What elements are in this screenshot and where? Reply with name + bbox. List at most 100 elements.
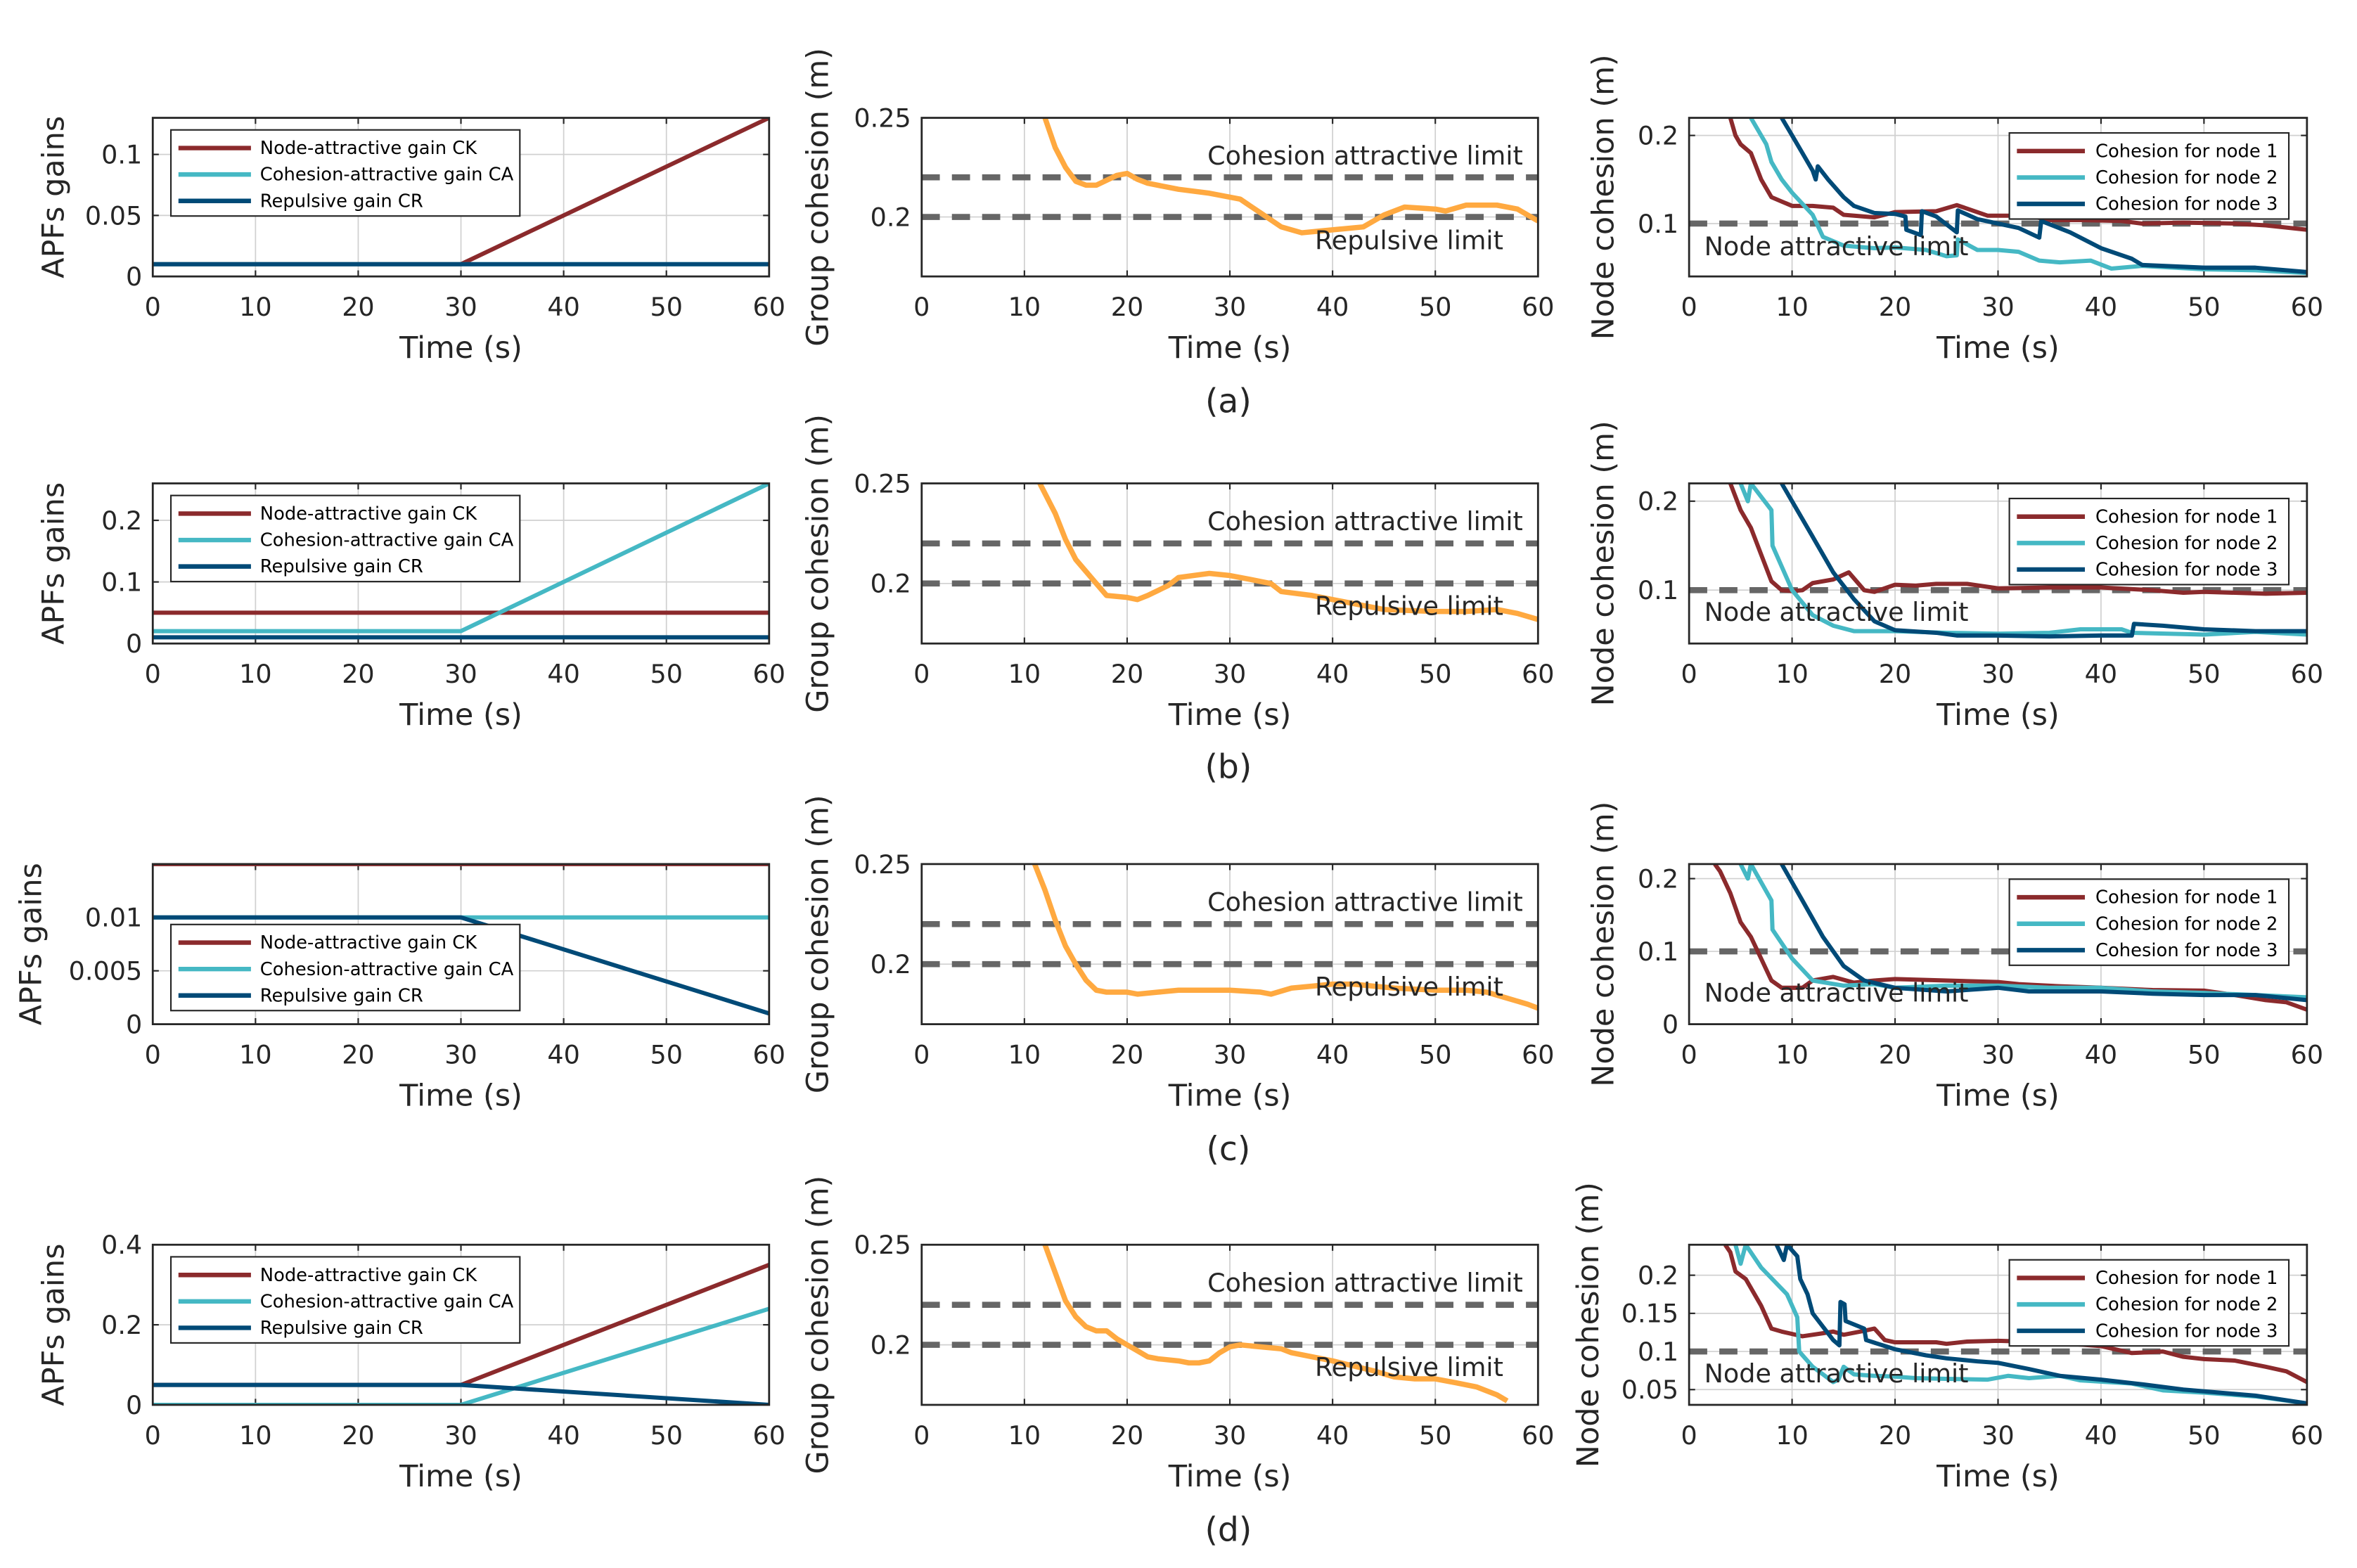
subplot-0-2: 0 10 20 30 40 50 60 0.1 0.2 Node attractive limit… bbox=[1586, 54, 2323, 366]
axes-frame bbox=[1688, 117, 2308, 278]
subplot-2-1: 0 10 20 30 40 50 60 0.2 0.25 Cohesion attractive … bbox=[801, 795, 1555, 1113]
x-tick-label: 30 bbox=[1214, 1420, 1246, 1451]
axes-frame bbox=[920, 863, 1539, 1025]
legend: Cohesion for node 1 Cohesion for node 2 Co… bbox=[2008, 878, 2290, 966]
x-tick-label: 50 bbox=[2188, 1039, 2220, 1069]
x-tick-label: 0 bbox=[1681, 1039, 1697, 1069]
x-tick-label: 0 bbox=[913, 659, 930, 689]
x-tick-label: 50 bbox=[2188, 659, 2220, 689]
axes-frame bbox=[1688, 1243, 2308, 1406]
legend-entry: Cohesion for node 2 bbox=[2095, 1294, 2278, 1316]
legend-entry: Cohesion for node 1 bbox=[2095, 506, 2278, 527]
series-line-3 bbox=[1780, 483, 2307, 639]
x-tick-label: 10 bbox=[1775, 1420, 1808, 1451]
x-tick-label: 10 bbox=[1008, 1420, 1041, 1451]
subplot-0-0: 0 10 20 30 40 50 60 0 0.05 0.1 Node-attractive gai… bbox=[37, 116, 786, 366]
series-line-2 bbox=[153, 483, 769, 634]
x-tick-label: 50 bbox=[2188, 292, 2220, 322]
x-tick-label: 60 bbox=[2291, 292, 2323, 322]
series-line-1 bbox=[1037, 483, 1539, 622]
x-tick-label: 40 bbox=[1316, 1420, 1349, 1451]
reference-line-label: Cohesion attractive limit bbox=[1207, 506, 1523, 536]
subplot-3-0: 0 10 20 30 40 50 60 0 0.2 0.4 Node-attractive gain… bbox=[37, 1230, 786, 1494]
axes-frame bbox=[1688, 863, 2308, 1025]
x-tick-label: 10 bbox=[239, 1420, 271, 1451]
y-tick-label: 0.2 bbox=[871, 1330, 911, 1360]
series-line-3 bbox=[153, 1382, 769, 1405]
x-tick-label: 20 bbox=[1879, 1039, 1911, 1069]
x-tick-label: 10 bbox=[239, 1039, 271, 1069]
x-tick-label: 50 bbox=[650, 292, 682, 322]
legend-entry: Cohesion for node 3 bbox=[2095, 1320, 2278, 1342]
x-tick-label: 0 bbox=[145, 1420, 161, 1451]
y-tick-label: 0.005 bbox=[69, 956, 143, 987]
x-tick-label: 20 bbox=[342, 1039, 374, 1069]
legend-entry: Cohesion for node 2 bbox=[2095, 913, 2278, 934]
series-line-3 bbox=[153, 915, 769, 1016]
y-tick-label: 0.1 bbox=[101, 567, 142, 598]
axes-frame bbox=[151, 117, 771, 278]
legend-entry: Cohesion for node 2 bbox=[2095, 167, 2278, 188]
x-tick-label: 60 bbox=[1522, 1420, 1554, 1451]
panel-caption: (d) bbox=[1205, 1510, 1252, 1549]
reference-line-label: Node attractive limit bbox=[1704, 1358, 1969, 1389]
y-tick-label: 0.2 bbox=[871, 949, 911, 979]
series-line-1 bbox=[1728, 483, 2307, 596]
x-tick-label: 0 bbox=[1681, 659, 1697, 689]
axes-frame bbox=[151, 863, 771, 1025]
legend: Node-attractive gain CK Cohesion-attracti… bbox=[169, 923, 521, 1012]
legend-entry: Node-attractive gain CK bbox=[260, 503, 477, 525]
x-tick-label: 60 bbox=[753, 1420, 785, 1451]
reference-line-label: Node attractive limit bbox=[1704, 231, 1969, 262]
legend-entry: Node-attractive gain CK bbox=[260, 1265, 477, 1286]
y-axis-label: APFs gains bbox=[37, 482, 72, 645]
captions: (a) (b) (c) (d) bbox=[1205, 383, 1252, 1550]
x-tick-label: 40 bbox=[2085, 1420, 2117, 1451]
y-axis-label: Node cohesion (m) bbox=[1586, 420, 1621, 706]
x-tick-label: 30 bbox=[1214, 659, 1246, 689]
axes-frame bbox=[151, 1243, 771, 1406]
subplot-2-2: 0 10 20 30 40 50 60 0 0.1 0.2 Node attractive limi… bbox=[1586, 802, 2323, 1114]
series-line-2 bbox=[153, 1306, 769, 1405]
x-axis-label: Time (s) bbox=[399, 698, 522, 733]
x-tick-label: 20 bbox=[1111, 1039, 1143, 1069]
y-tick-label: 0.15 bbox=[1621, 1299, 1678, 1329]
x-tick-label: 40 bbox=[1316, 659, 1349, 689]
x-tick-label: 40 bbox=[1316, 292, 1349, 322]
reference-line-label: Repulsive limit bbox=[1315, 1352, 1503, 1382]
x-axis-label: Time (s) bbox=[1168, 1459, 1292, 1494]
x-axis-label: Time (s) bbox=[399, 330, 522, 366]
x-tick-label: 0 bbox=[913, 1039, 930, 1069]
x-axis-label: Time (s) bbox=[399, 1459, 522, 1494]
x-tick-label: 60 bbox=[1522, 292, 1554, 322]
x-tick-label: 20 bbox=[1879, 292, 1911, 322]
x-tick-label: 10 bbox=[239, 292, 271, 322]
legend-entry: Cohesion for node 1 bbox=[2095, 141, 2278, 162]
y-axis-label: Node cohesion (m) bbox=[1571, 1182, 1606, 1467]
y-tick-label: 0.1 bbox=[101, 140, 142, 170]
legend-entry: Cohesion-attractive gain CA bbox=[260, 530, 514, 551]
x-tick-label: 60 bbox=[753, 659, 785, 689]
y-axis-label: Group cohesion (m) bbox=[801, 795, 836, 1093]
legend-entry: Node-attractive gain CK bbox=[260, 932, 477, 953]
x-tick-label: 10 bbox=[1775, 659, 1808, 689]
x-tick-label: 30 bbox=[1982, 1420, 2014, 1451]
x-tick-label: 30 bbox=[444, 292, 477, 322]
x-tick-label: 10 bbox=[1008, 292, 1041, 322]
legend-entry: Cohesion for node 3 bbox=[2095, 940, 2278, 961]
subplot-1-0: 0 10 20 30 40 50 60 0 0.1 0.2 Node-attractive gain… bbox=[37, 482, 786, 733]
x-tick-label: 20 bbox=[342, 659, 374, 689]
y-tick-label: 0.05 bbox=[1621, 1375, 1678, 1405]
legend-entry: Cohesion for node 3 bbox=[2095, 194, 2278, 215]
legend-entry: Cohesion for node 3 bbox=[2095, 560, 2278, 581]
y-tick-label: 0.1 bbox=[1638, 575, 1678, 605]
x-tick-label: 30 bbox=[444, 1039, 477, 1069]
series-line-1 bbox=[1042, 117, 1539, 236]
panel-caption: (c) bbox=[1206, 1130, 1250, 1169]
x-tick-label: 50 bbox=[1419, 1039, 1451, 1069]
reference-line-label: Node attractive limit bbox=[1704, 597, 1969, 627]
x-tick-label: 0 bbox=[1681, 1420, 1697, 1451]
x-tick-label: 30 bbox=[444, 1420, 477, 1451]
y-axis-label: Group cohesion (m) bbox=[801, 1176, 836, 1474]
